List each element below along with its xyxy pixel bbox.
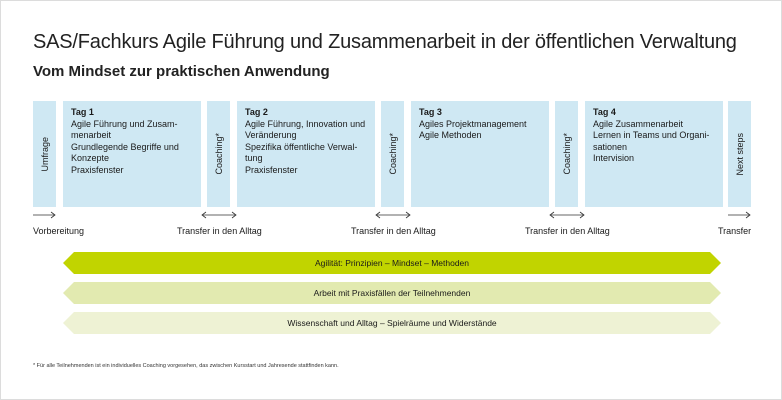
coaching2-label: Coaching* (387, 133, 398, 175)
vorbereitung-arrow-icon (33, 211, 56, 219)
transfer-end-label: Transfer (718, 226, 752, 236)
next-steps-box: Next steps (728, 101, 751, 207)
day1-title: Tag 1 (71, 107, 94, 117)
day4-line: Lernen in Teams und Organi- (593, 130, 710, 140)
day1-box: Tag 1 Agile Führung und Zusam- menarbeit… (63, 101, 201, 207)
day4-line: Agile Zusammenarbeit (593, 118, 684, 129)
band-shape (63, 252, 721, 274)
day1-line: Praxisfenster (71, 164, 124, 175)
day2-title: Tag 2 (245, 107, 268, 117)
day1-line: Grundlegende Begriffe und (71, 141, 179, 152)
day1-line: menarbeit (71, 130, 112, 140)
page-subtitle: Vom Mindset zur praktischen Anwendung (33, 63, 330, 80)
umfrage-label: Umfrage (39, 136, 50, 172)
day4-line: sationen (593, 141, 628, 152)
band-praxisfaelle-text: Arbeit mit Praxisfällen der Teilnehmende… (313, 288, 471, 298)
coaching1-label: Coaching* (213, 133, 224, 175)
band-agilitaet: Agilität: Prinzipien – Mindset – Methode… (63, 252, 721, 274)
transfer2-label: Transfer in den Alltag (351, 226, 436, 236)
day4-box: Tag 4 Agile Zusammenarbeit Lernen in Tea… (585, 101, 723, 207)
coaching2-box: Coaching* (381, 101, 404, 207)
day3-line: Agile Methoden (419, 130, 482, 140)
day2-line: tung (245, 153, 263, 163)
transfer-end-arrow-icon (728, 211, 751, 219)
band-praxisfaelle-shape (63, 282, 721, 304)
vorbereitung-label: Vorbereitung (33, 226, 85, 236)
band-wissenschaft-shape (63, 312, 721, 334)
footnote: * Für alle Teilnehmenden ist ein individ… (33, 363, 339, 369)
coaching3-box: Coaching* (555, 101, 578, 207)
day4-title: Tag 4 (593, 107, 616, 117)
page-title: SAS/Fachkurs Agile Führung und Zusammena… (33, 31, 737, 53)
transfer2-arrow-icon (375, 211, 411, 219)
band-wissenschaft-text: Wissenschaft und Alltag – Spielräume und… (287, 318, 497, 328)
band-agilitaet-shape (63, 252, 721, 274)
band-shape (63, 282, 721, 304)
transfer3-arrow-icon (549, 211, 585, 219)
day2-box: Tag 2 Agile Führung, Innovation und Verä… (237, 101, 375, 207)
umfrage-box: Umfrage (33, 101, 56, 207)
day3-title: Tag 3 (419, 107, 442, 117)
day2-line: Spezifika öffentliche Verwal- (245, 141, 358, 152)
coaching3-label: Coaching* (561, 133, 572, 175)
day2-line: Agile Führung, Innovation und (245, 118, 366, 129)
transfer1-arrow-icon (201, 211, 237, 219)
day1-line: Konzepte (71, 153, 110, 163)
band-praxisfaelle: Arbeit mit Praxisfällen der Teilnehmende… (63, 282, 721, 304)
transfer3-label: Transfer in den Alltag (525, 226, 610, 236)
band-agilitaet-text: Agilität: Prinzipien – Mindset – Methode… (314, 258, 470, 268)
day2-line: Praxisfenster (245, 164, 298, 175)
coaching1-box: Coaching* (207, 101, 230, 207)
band-wissenschaft: Wissenschaft und Alltag – Spielräume und… (63, 312, 721, 334)
transfer1-label: Transfer in den Alltag (177, 226, 262, 236)
band-shape (63, 312, 721, 334)
day3-box: Tag 3 Agiles Projektmanagement Agile Met… (411, 101, 549, 207)
day4-line: Intervision (593, 153, 635, 163)
next-steps-label: Next steps (734, 132, 745, 176)
day3-line: Agiles Projektmanagement (419, 118, 527, 129)
day2-line: Veränderung (245, 130, 297, 140)
day1-line: Agile Führung und Zusam- (71, 118, 178, 129)
